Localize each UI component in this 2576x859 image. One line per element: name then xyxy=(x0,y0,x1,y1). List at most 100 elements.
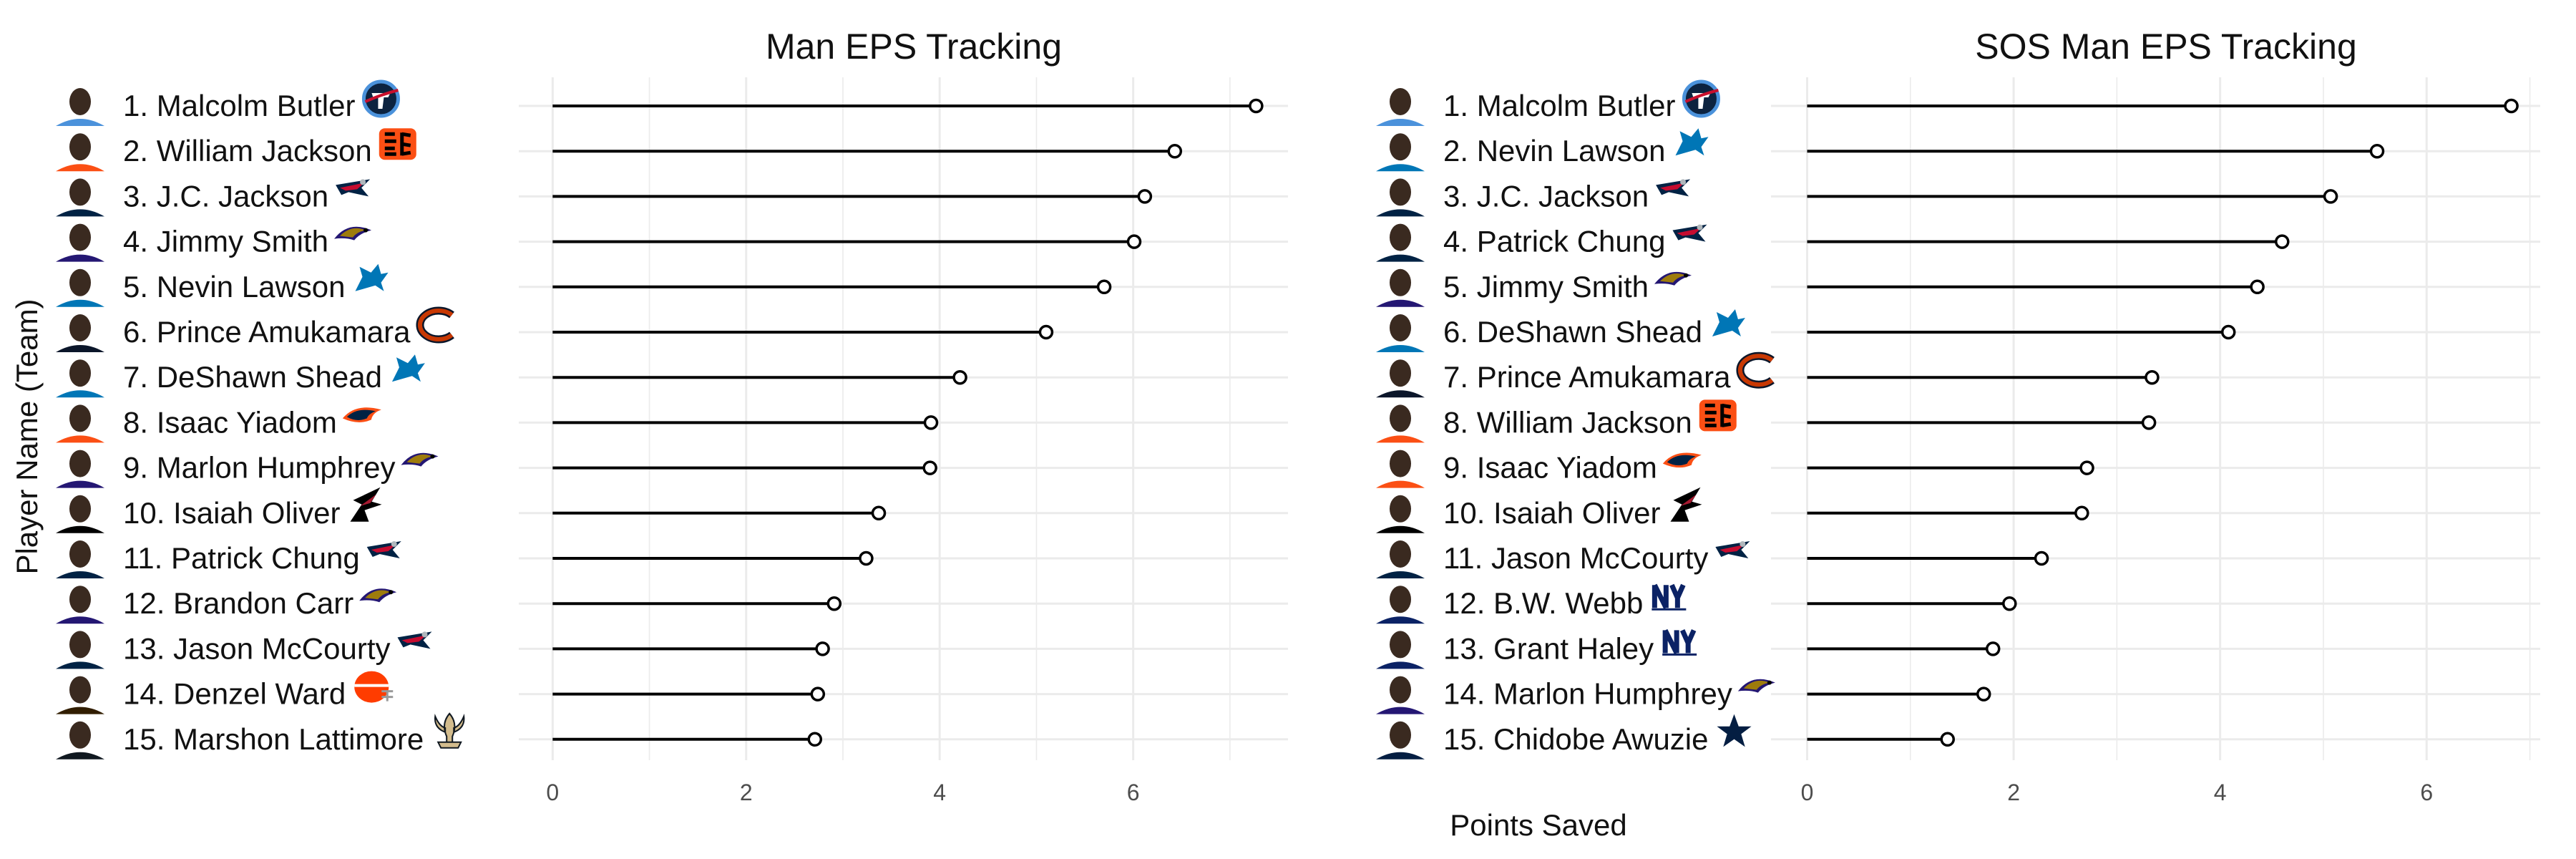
player-row: 3. J.C. Jackson xyxy=(56,178,1153,217)
lollipop-point xyxy=(2145,369,2160,385)
player-row: 7. DeShawn Shead xyxy=(56,354,967,398)
player-headshot-avatar xyxy=(56,676,104,714)
player-headshot-avatar xyxy=(1376,223,1425,262)
player-label: 10. Isaiah Oliver xyxy=(1443,496,1660,530)
x-tick-label: 6 xyxy=(1127,780,1140,805)
player-row: 7. Prince Amukamara xyxy=(1376,351,2160,398)
lollipop-point xyxy=(1249,98,1264,114)
player-headshot-avatar xyxy=(1376,268,1425,307)
ravens-logo-icon xyxy=(401,452,439,467)
lollipop-point xyxy=(1038,324,1054,340)
player-label: 15. Marshon Lattimore xyxy=(123,722,424,756)
player-headshot-avatar xyxy=(1376,359,1425,398)
chart-title: SOS Man EPS Tracking xyxy=(1975,26,2357,67)
player-label: 9. Isaac Yiadom xyxy=(1443,451,1657,485)
player-label: 12. B.W. Webb xyxy=(1443,586,1643,620)
lions-logo-icon xyxy=(1712,309,1745,336)
player-row: 8. William Jackson xyxy=(1376,399,2157,443)
player-headshot-avatar xyxy=(56,721,104,759)
lions-logo-icon xyxy=(391,354,425,382)
player-label: 4. Patrick Chung xyxy=(1443,225,1666,258)
x-tick-label: 0 xyxy=(1801,780,1814,805)
patriots-logo-icon xyxy=(397,631,432,649)
lions-logo-icon xyxy=(1675,128,1709,156)
lions-logo-icon xyxy=(355,263,389,291)
lollipop-point xyxy=(952,369,967,385)
bengals-logo-icon xyxy=(1699,399,1737,432)
player-row: 11. Jason McCourty xyxy=(1376,540,2049,578)
lollipop-point xyxy=(1167,143,1183,159)
lollipop-point xyxy=(2002,596,2017,611)
player-row: 11. Patrick Chung xyxy=(56,540,874,578)
bengals-logo-icon xyxy=(379,128,416,160)
grid xyxy=(1771,77,2540,760)
y-axis-title: Player Name (Team) xyxy=(10,299,44,574)
player-headshot-avatar xyxy=(56,314,104,352)
player-row: 10. Isaiah Oliver xyxy=(1376,487,2089,533)
player-headshot-avatar xyxy=(1376,178,1425,217)
broncos-logo-icon xyxy=(1662,452,1702,468)
player-label: 9. Marlon Humphrey xyxy=(123,451,395,485)
falcons-logo-icon xyxy=(1670,487,1702,522)
player-row: 14. Denzel Ward xyxy=(56,671,826,714)
player-label: 2. Nevin Lawson xyxy=(1443,134,1666,168)
player-headshot-avatar xyxy=(56,88,104,126)
ravens-logo-icon xyxy=(334,226,372,241)
lollipop-point xyxy=(2034,550,2049,566)
player-label: 7. Prince Amukamara xyxy=(1443,360,1731,394)
titans-logo-icon xyxy=(361,79,400,118)
player-headshot-avatar xyxy=(1376,495,1425,533)
lollipop-point xyxy=(2369,143,2385,159)
player-row: 12. Brandon Carr xyxy=(56,586,842,624)
player-label: 7. DeShawn Shead xyxy=(123,360,382,394)
x-tick-label: 4 xyxy=(2214,780,2227,805)
patriots-logo-icon xyxy=(336,179,371,197)
player-headshot-avatar xyxy=(56,631,104,669)
lollipop-point xyxy=(1096,279,1112,295)
lollipop-point xyxy=(826,596,842,611)
player-label: 3. J.C. Jackson xyxy=(123,179,328,213)
player-headshot-avatar xyxy=(56,586,104,624)
lollipop-point xyxy=(871,505,887,521)
player-headshot-avatar xyxy=(1376,404,1425,443)
lollipop-point xyxy=(1137,189,1153,204)
player-headshot-avatar xyxy=(1376,133,1425,172)
lollipop-point xyxy=(2323,189,2338,204)
player-row: 10. Isaiah Oliver xyxy=(56,487,887,533)
lollipop-point xyxy=(859,550,874,566)
lollipop-point xyxy=(2504,98,2519,114)
broncos-logo-icon xyxy=(342,407,381,422)
player-label: 13. Jason McCourty xyxy=(123,631,391,665)
player-row: 15. Marshon Lattimore xyxy=(56,712,823,759)
player-row: 13. Jason McCourty xyxy=(56,631,830,669)
player-label: 5. Nevin Lawson xyxy=(123,270,346,304)
giants-logo-icon xyxy=(1661,624,1699,659)
grid xyxy=(519,77,1288,760)
player-headshot-avatar xyxy=(56,223,104,262)
player-row: 8. Isaac Yiadom xyxy=(56,404,939,443)
browns-logo-icon xyxy=(354,671,394,703)
cowboys-logo-icon xyxy=(1712,709,1756,751)
sos-man-eps-panel: SOS Man EPS Tracking 0 2 4 6 1. Malcolm Butle… xyxy=(1376,26,2540,805)
player-label: 6. DeShawn Shead xyxy=(1443,315,1702,349)
player-row: 4. Jimmy Smith xyxy=(56,223,1142,262)
player-label: 8. Isaac Yiadom xyxy=(123,405,337,439)
lollipop-point xyxy=(1985,641,2001,656)
player-row: 9. Isaac Yiadom xyxy=(1376,450,2094,488)
player-row: 6. DeShawn Shead xyxy=(1376,309,2236,352)
player-row: 14. Marlon Humphrey xyxy=(1376,676,1991,714)
lollipop-point xyxy=(1940,732,1955,747)
player-headshot-avatar xyxy=(56,133,104,172)
x-tick-label: 2 xyxy=(2007,780,2020,805)
player-row: 2. Nevin Lawson xyxy=(1376,128,2385,172)
player-label: 15. Chidobe Awuzie xyxy=(1443,722,1709,756)
titans-logo-icon xyxy=(1682,79,1720,118)
giants-logo-icon xyxy=(1650,579,1688,614)
player-label: 11. Patrick Chung xyxy=(123,541,360,575)
lollipop-point xyxy=(1126,234,1142,249)
player-label: 1. Malcolm Butler xyxy=(123,89,355,122)
player-headshot-avatar xyxy=(56,450,104,488)
player-row: 5. Nevin Lawson xyxy=(56,263,1112,307)
player-label: 1. Malcolm Butler xyxy=(1443,89,1675,122)
